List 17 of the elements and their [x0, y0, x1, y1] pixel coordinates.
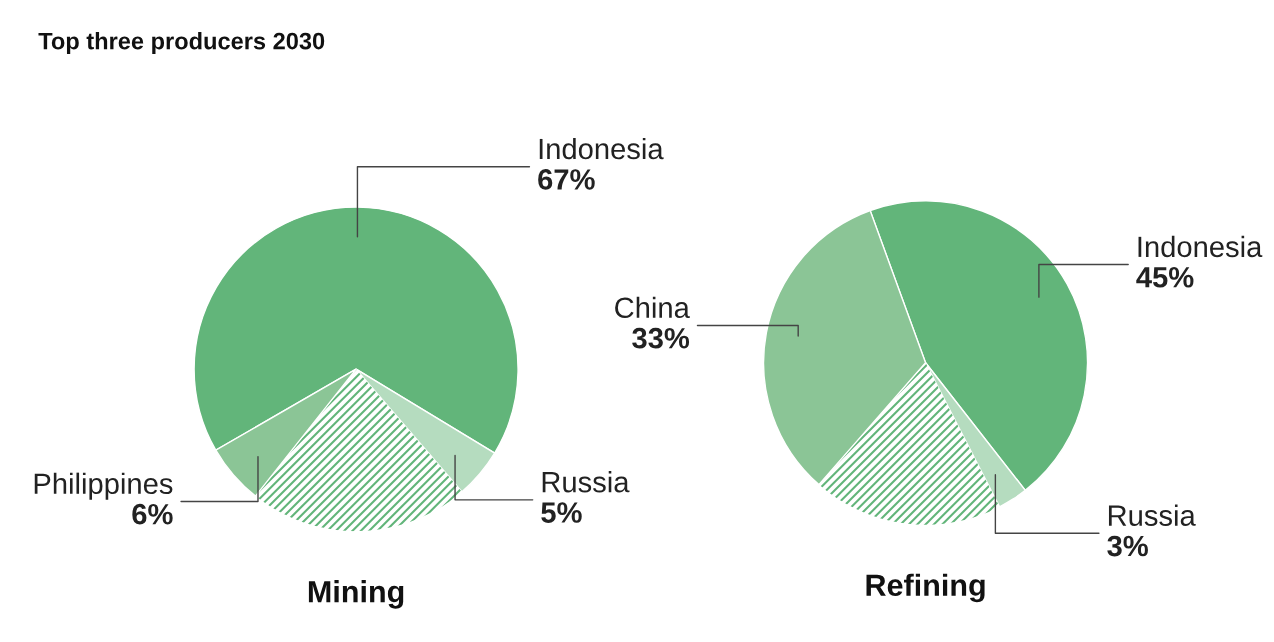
data-label: 33%: [632, 327, 690, 349]
slice-label: Philippines: [34, 472, 173, 500]
slice-label: Russia: [1108, 504, 1196, 526]
slice-label: China: [615, 296, 690, 319]
slice-label: Russia: [542, 471, 630, 493]
data-label: 45%: [1136, 267, 1194, 288]
pie-slice: [255, 369, 462, 532]
data-label: 3%: [1107, 535, 1148, 557]
text: Mining: [308, 580, 404, 609]
pie-slice: [818, 362, 1000, 525]
text: Refining: [866, 573, 985, 603]
slice-label: Indonesia: [1138, 235, 1263, 258]
text: Top three producers 2030: [38, 32, 325, 55]
data-label: 67%: [538, 169, 595, 190]
data-label: 6%: [132, 503, 173, 525]
data-label: 5%: [541, 502, 582, 523]
slice-label: Indonesia: [539, 137, 664, 160]
